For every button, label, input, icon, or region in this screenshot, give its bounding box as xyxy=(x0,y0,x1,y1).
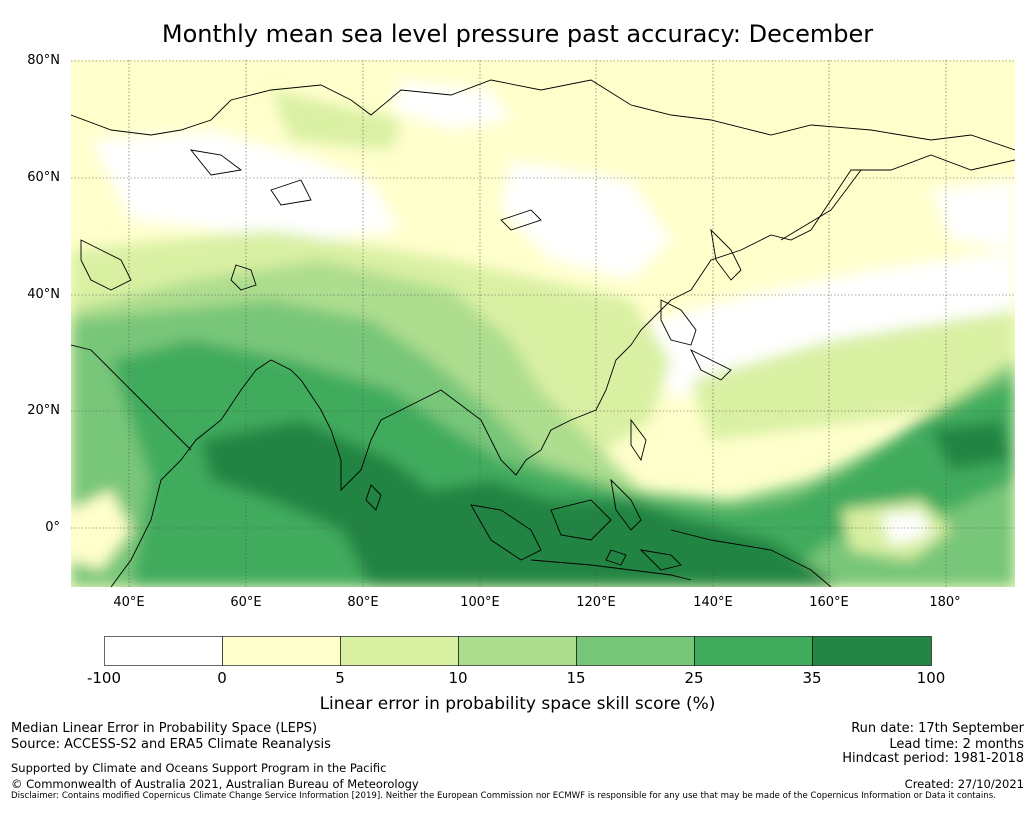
lat-label-20n: 20°N xyxy=(27,403,60,418)
colorbar-tick-10: 10 xyxy=(448,669,468,687)
colorbar-tick-35: 35 xyxy=(802,669,822,687)
lon-label-140e: 140°E xyxy=(693,595,733,610)
coastlines xyxy=(71,79,1015,587)
colorbar-segment-15-25 xyxy=(576,636,695,666)
footer-created-date: Created: 27/10/2021 xyxy=(904,777,1024,791)
colorbar-tick-neg100: -100 xyxy=(86,669,122,687)
footer-hindcast-period: Hindcast period: 1981-2018 xyxy=(842,751,1024,766)
lon-label-60e: 60°E xyxy=(230,595,262,610)
colorbar-tick-15: 15 xyxy=(566,669,586,687)
lat-label-80n: 80°N xyxy=(27,53,60,68)
colorbar-segment-neg100-0 xyxy=(104,636,223,666)
skill-score-map xyxy=(71,60,1015,587)
footer-run-date: Run date: 17th September xyxy=(851,721,1024,736)
lon-label-100e: 100°E xyxy=(460,595,500,610)
footer-supported-line: Supported by Climate and Oceans Support … xyxy=(11,761,387,775)
lat-label-0: 0° xyxy=(45,520,60,535)
lat-label-40n: 40°N xyxy=(27,287,60,302)
colorbar xyxy=(104,636,932,666)
footer-source-line: Source: ACCESS-S2 and ERA5 Climate Reana… xyxy=(11,737,331,752)
footer-copyright-line: © Commonwealth of Australia 2021, Austra… xyxy=(11,777,419,791)
colorbar-segment-35-100 xyxy=(812,636,932,666)
lon-label-40e: 40°E xyxy=(113,595,145,610)
footer-disclaimer: Disclaimer: Contains modified Copernicus… xyxy=(11,791,996,801)
chart-title: Monthly mean sea level pressure past acc… xyxy=(161,20,874,48)
colorbar-tick-5: 5 xyxy=(335,669,345,687)
colorbar-tick-0: 0 xyxy=(217,669,227,687)
footer-leps-line: Median Linear Error in Probability Space… xyxy=(11,721,318,736)
colorbar-label: Linear error in probability space skill … xyxy=(319,694,716,714)
lat-label-60n: 60°N xyxy=(27,170,60,185)
colorbar-tick-25: 25 xyxy=(684,669,704,687)
map-gridlines xyxy=(71,60,1015,587)
colorbar-segment-25-35 xyxy=(694,636,813,666)
footer-lead-time: Lead time: 2 months xyxy=(889,737,1024,752)
colorbar-segment-10-15 xyxy=(458,636,577,666)
lon-label-120e: 120°E xyxy=(576,595,616,610)
lon-label-160e: 160°E xyxy=(809,595,849,610)
skill-score-fill xyxy=(71,80,1015,587)
colorbar-tick-100: 100 xyxy=(916,669,946,687)
colorbar-segment-0-5 xyxy=(222,636,341,666)
lon-label-180: 180° xyxy=(929,595,961,610)
lon-label-80e: 80°E xyxy=(347,595,379,610)
colorbar-segment-5-10 xyxy=(340,636,459,666)
